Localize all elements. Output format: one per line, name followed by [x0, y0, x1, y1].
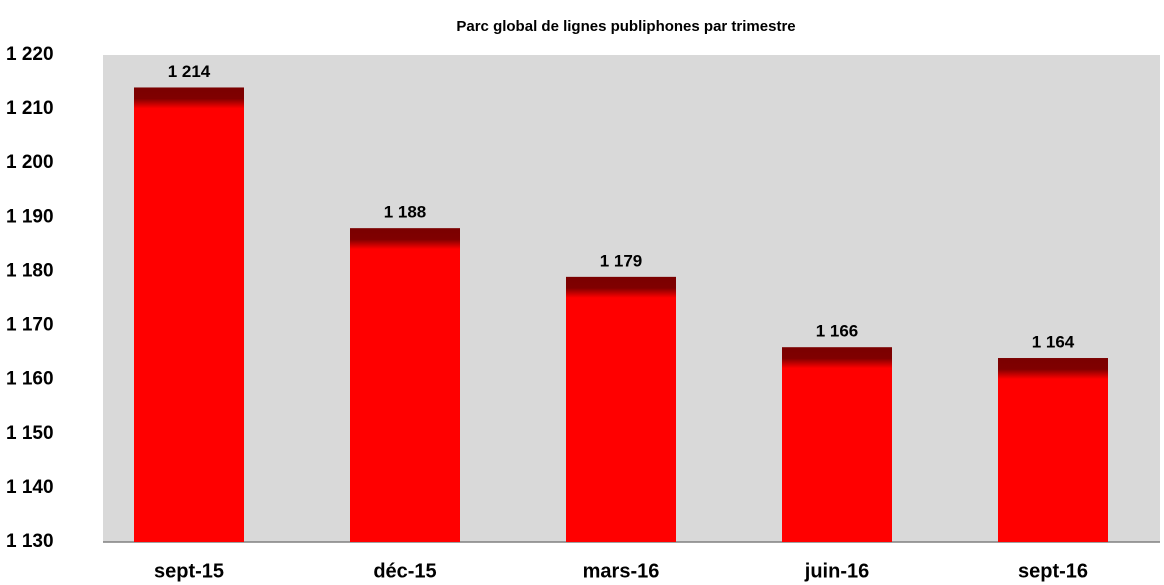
y-tick-label: 1 130	[6, 531, 54, 552]
x-tick-label: juin-16	[804, 560, 869, 582]
bar	[350, 228, 460, 542]
x-tick-label: mars-16	[583, 560, 660, 582]
y-tick-label: 1 140	[6, 477, 54, 498]
data-label: 1 214	[168, 62, 211, 81]
chart-title: Parc global de lignes publiphones par tr…	[456, 18, 795, 35]
data-label: 1 164	[1032, 333, 1075, 352]
data-label: 1 179	[600, 251, 643, 270]
y-tick-label: 1 190	[6, 206, 54, 227]
bar	[134, 87, 244, 542]
data-label: 1 188	[384, 203, 427, 222]
y-tick-label: 1 180	[6, 260, 54, 281]
y-tick-label: 1 220	[6, 44, 54, 65]
bar	[782, 347, 892, 542]
x-tick-label: sept-16	[1018, 560, 1088, 582]
bar	[566, 276, 676, 542]
y-tick-label: 1 160	[6, 369, 54, 390]
x-tick-label: sept-15	[154, 560, 224, 582]
y-tick-label: 1 200	[6, 152, 54, 173]
bar	[998, 358, 1108, 542]
x-tick-label: déc-15	[373, 560, 436, 582]
y-tick-label: 1 210	[6, 98, 54, 119]
y-tick-label: 1 170	[6, 315, 54, 336]
y-tick-label: 1 150	[6, 423, 54, 444]
data-label: 1 166	[816, 322, 859, 341]
